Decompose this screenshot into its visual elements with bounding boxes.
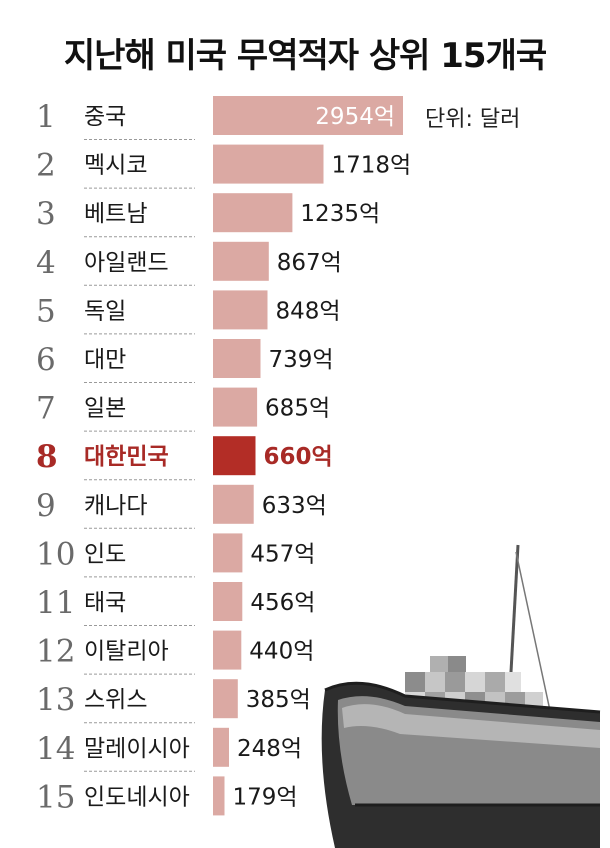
value-label: 1718억 bbox=[332, 153, 412, 179]
value-label: 248억 bbox=[237, 736, 302, 762]
value-label: 848억 bbox=[276, 298, 341, 324]
rank-label: 5 bbox=[36, 293, 56, 329]
bar bbox=[213, 193, 293, 233]
value-label: 633억 bbox=[262, 493, 327, 519]
value-label: 867억 bbox=[277, 250, 342, 276]
rank-label: 3 bbox=[36, 196, 56, 232]
bar bbox=[213, 484, 254, 524]
bar bbox=[213, 387, 258, 427]
rank-label: 9 bbox=[36, 488, 56, 524]
rank-label: 2 bbox=[36, 148, 56, 184]
bar bbox=[213, 241, 269, 281]
rank-label: 11 bbox=[36, 585, 75, 621]
value-label: 385억 bbox=[246, 687, 311, 713]
bar bbox=[213, 582, 243, 621]
country-label: 인도 bbox=[84, 541, 126, 567]
country-label: 대만 bbox=[84, 347, 126, 373]
value-label: 440억 bbox=[249, 639, 314, 665]
rank-label: 12 bbox=[36, 634, 75, 670]
rank-label: 14 bbox=[36, 731, 75, 767]
value-label: 2954억 bbox=[315, 104, 395, 130]
country-label: 태국 bbox=[84, 590, 126, 616]
country-label: 일본 bbox=[84, 396, 126, 422]
country-label: 멕시코 bbox=[84, 153, 147, 179]
value-label: 179억 bbox=[233, 784, 298, 810]
bar bbox=[213, 436, 256, 476]
country-label: 중국 bbox=[84, 104, 126, 130]
rank-label: 1 bbox=[36, 99, 56, 135]
bar bbox=[213, 144, 324, 184]
country-label: 말레이시아 bbox=[84, 736, 190, 762]
rank-label: 6 bbox=[36, 342, 56, 378]
bar bbox=[213, 533, 243, 573]
rank-label: 13 bbox=[36, 682, 75, 718]
country-label: 아일랜드 bbox=[84, 250, 169, 276]
country-label: 캐나다 bbox=[84, 493, 147, 519]
bar bbox=[213, 679, 238, 719]
rank-label: 4 bbox=[36, 245, 56, 281]
unit-label: 단위: 달러 bbox=[425, 107, 521, 132]
value-label: 456억 bbox=[250, 590, 315, 616]
country-label: 베트남 bbox=[84, 201, 147, 227]
bar bbox=[213, 339, 261, 378]
rank-label: 8 bbox=[36, 439, 58, 475]
country-label: 인도네시아 bbox=[84, 784, 190, 810]
bar bbox=[213, 96, 403, 135]
value-label: 457억 bbox=[250, 541, 315, 567]
rank-label: 10 bbox=[36, 536, 75, 572]
country-label: 이탈리아 bbox=[84, 639, 169, 665]
country-label: 스위스 bbox=[84, 687, 147, 713]
rank-label: 7 bbox=[36, 391, 56, 427]
bar bbox=[213, 630, 242, 670]
value-label: 739억 bbox=[269, 347, 334, 373]
cargo-ship-icon bbox=[321, 544, 601, 848]
bar bbox=[213, 290, 268, 330]
value-label: 1235억 bbox=[300, 201, 380, 227]
country-label: 독일 bbox=[84, 298, 126, 324]
chart-title: 지난해 미국 무역적자 상위 15개국 bbox=[63, 36, 547, 76]
bar bbox=[213, 776, 225, 816]
value-label: 660억 bbox=[263, 444, 332, 470]
bar bbox=[213, 727, 229, 767]
rank-label: 15 bbox=[36, 779, 75, 815]
value-label: 685억 bbox=[265, 396, 330, 422]
country-label: 대한민국 bbox=[84, 444, 169, 470]
